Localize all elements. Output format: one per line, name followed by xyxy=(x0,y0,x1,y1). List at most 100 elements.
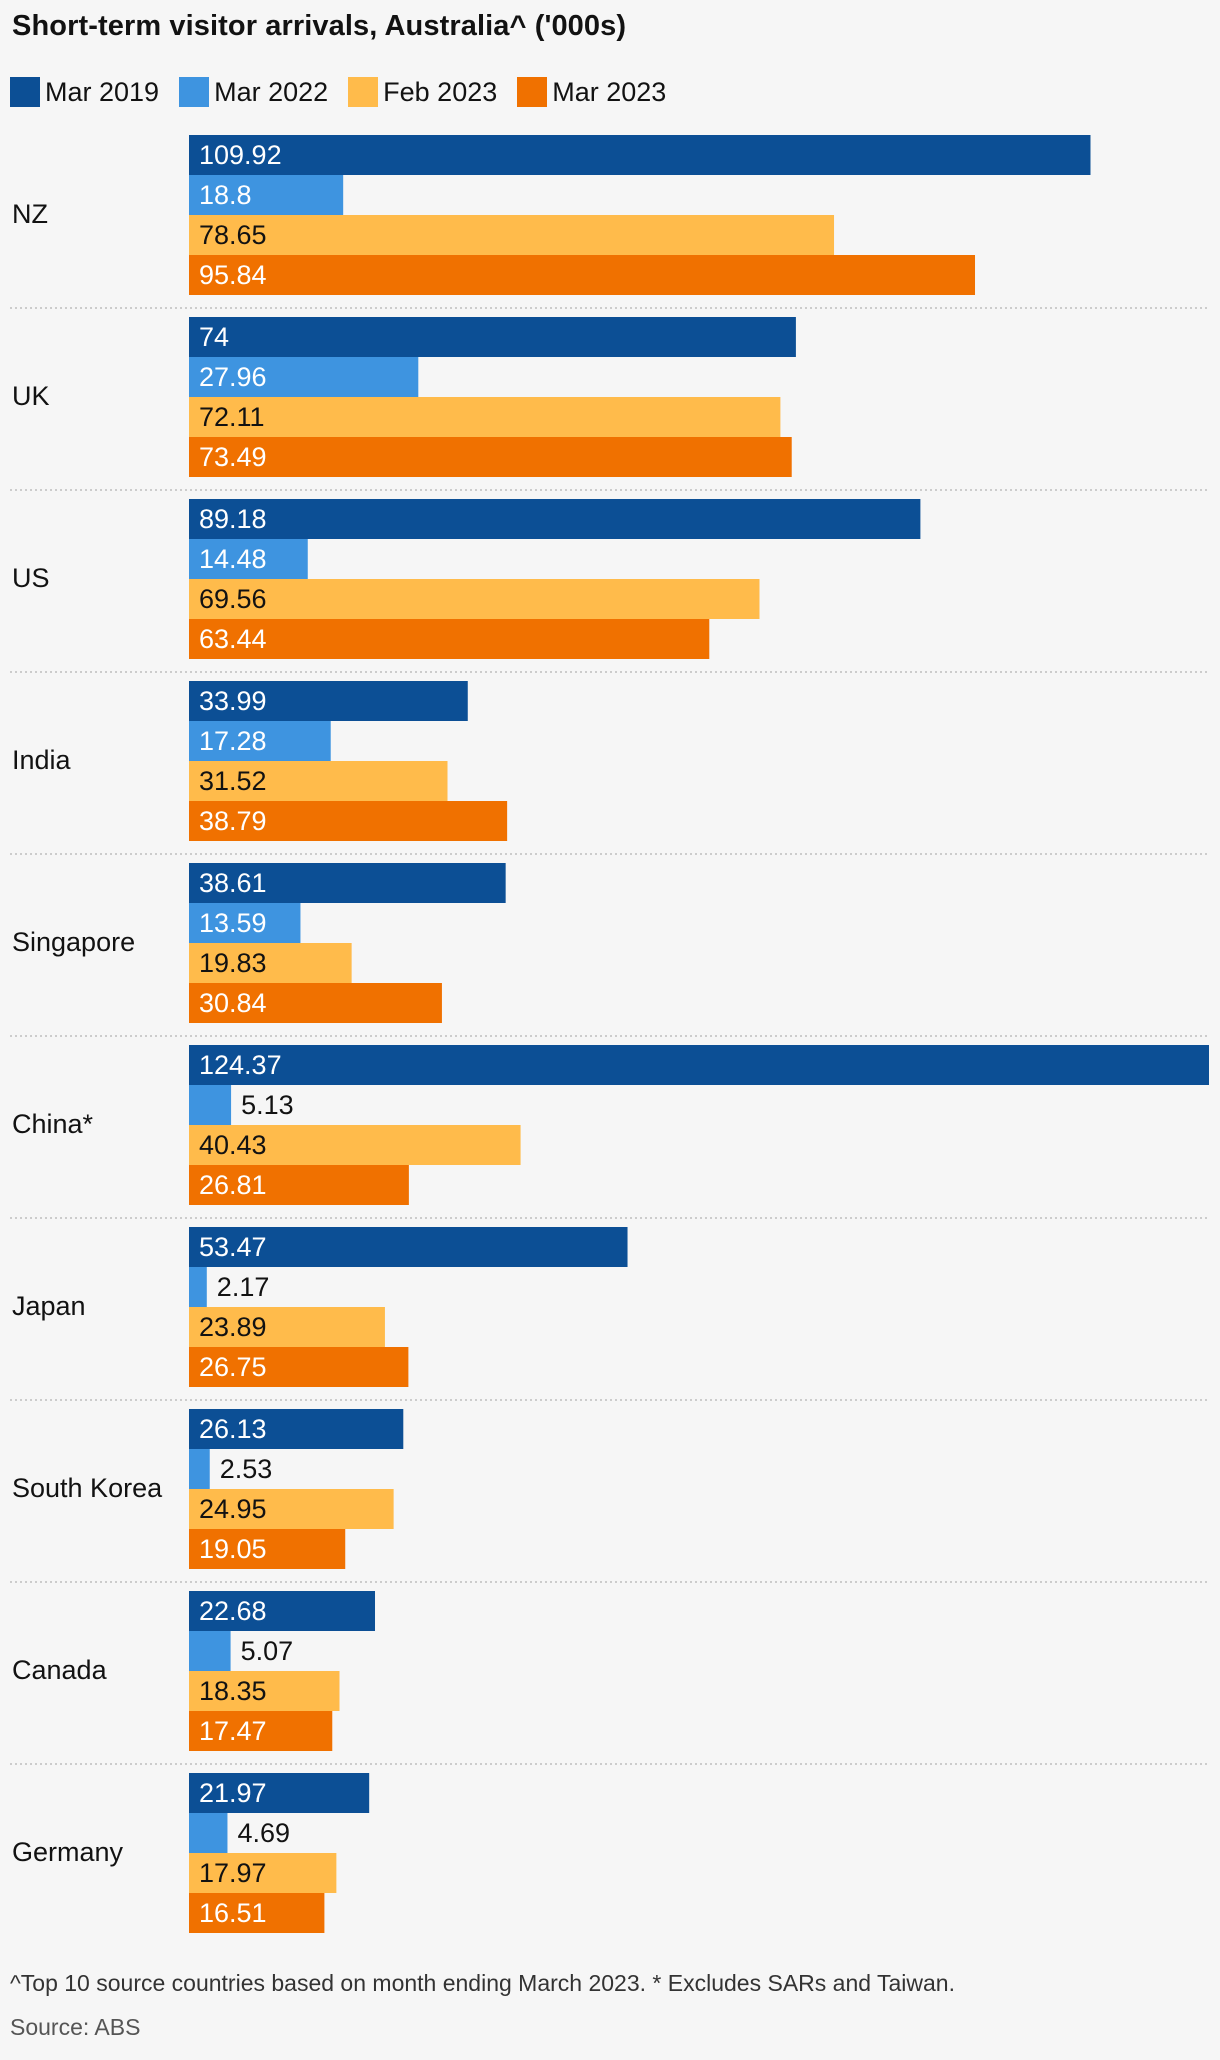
data-label: 17.28 xyxy=(199,726,267,756)
bar-nz-mar-2019 xyxy=(189,135,1091,175)
data-label: 40.43 xyxy=(199,1130,267,1160)
source-note: Source: ABS xyxy=(10,2014,141,2040)
data-label: 17.97 xyxy=(199,1858,267,1888)
bar-canada-feb-2023 xyxy=(189,1671,340,1711)
legend-item-mar-2022: Mar 2022 xyxy=(179,77,328,108)
bar-canada-mar-2023 xyxy=(189,1711,333,1751)
data-label: 30.84 xyxy=(199,988,267,1018)
category-label: India xyxy=(12,745,72,775)
bar-south-korea-mar-2022 xyxy=(189,1449,210,1489)
data-label: 14.48 xyxy=(199,544,267,574)
bar-china-mar-2022 xyxy=(189,1085,232,1125)
bar-nz-mar-2023 xyxy=(189,255,976,295)
group-japan: Japan 53.47 2.17 23.89 26.75 xyxy=(10,1227,1208,1401)
legend: Mar 2019 Mar 2022 Feb 2023 Mar 2023 xyxy=(10,76,686,108)
bar-canada-mar-2022 xyxy=(189,1631,231,1671)
data-label: 2.17 xyxy=(217,1272,270,1302)
data-label: 5.07 xyxy=(241,1636,294,1666)
legend-swatch xyxy=(179,77,210,107)
data-label: 4.69 xyxy=(237,1818,290,1848)
data-label: 18.8 xyxy=(199,180,252,210)
legend-label: Mar 2023 xyxy=(552,76,667,107)
data-label: 19.83 xyxy=(199,948,267,978)
bar-south-korea-mar-2019 xyxy=(189,1409,404,1449)
data-label: 5.13 xyxy=(241,1090,294,1120)
bar-uk-mar-2023 xyxy=(189,437,792,477)
legend-label: Mar 2019 xyxy=(45,76,160,107)
bar-uk-mar-2019 xyxy=(189,317,796,357)
data-label: 26.13 xyxy=(199,1414,267,1444)
category-label: US xyxy=(12,563,50,593)
chart-title: Short-term visitor arrivals, Australia^ … xyxy=(12,10,627,42)
bar-india-mar-2019 xyxy=(189,681,468,721)
group-south-korea: South Korea 26.13 2.53 24.95 19.05 xyxy=(10,1409,1208,1583)
data-label: 2.53 xyxy=(220,1454,273,1484)
bar-singapore-feb-2023 xyxy=(189,943,352,983)
group-us: US 89.18 14.48 69.56 63.44 xyxy=(10,499,1208,673)
category-label: Japan xyxy=(12,1291,86,1321)
data-label: 18.35 xyxy=(199,1676,267,1706)
legend-item-mar-2023: Mar 2023 xyxy=(517,77,666,108)
category-label: Singapore xyxy=(12,927,135,957)
bar-germany-feb-2023 xyxy=(189,1853,337,1893)
bar-china-mar-2019 xyxy=(189,1045,1209,1085)
data-label: 69.56 xyxy=(199,584,267,614)
bar-india-mar-2023 xyxy=(189,801,508,841)
bar-south-korea-mar-2023 xyxy=(189,1529,346,1569)
group-canada: Canada 22.68 5.07 18.35 17.47 xyxy=(10,1591,1208,1765)
data-label: 63.44 xyxy=(199,624,267,654)
data-label: 26.75 xyxy=(199,1352,267,1382)
bar-nz-mar-2022 xyxy=(189,175,344,215)
data-label: 23.89 xyxy=(199,1312,267,1342)
legend-item-feb-2023: Feb 2023 xyxy=(348,77,497,108)
data-label: 72.11 xyxy=(199,402,265,432)
bar-india-feb-2023 xyxy=(189,761,448,801)
data-label: 109.92 xyxy=(199,140,282,170)
group-uk: UK 74 27.96 72.11 73.49 xyxy=(10,317,1208,491)
bar-nz-feb-2023 xyxy=(189,215,835,255)
group-india: India 33.99 17.28 31.52 38.79 xyxy=(10,681,1208,855)
bar-india-mar-2022 xyxy=(189,721,331,761)
bar-south-korea-feb-2023 xyxy=(189,1489,394,1529)
category-label: South Korea xyxy=(12,1473,163,1503)
data-label: 31.52 xyxy=(199,766,267,796)
data-label: 26.81 xyxy=(199,1170,267,1200)
group-singapore: Singapore 38.61 13.59 19.83 30.84 xyxy=(10,863,1208,1037)
bar-japan-feb-2023 xyxy=(189,1307,385,1347)
category-label: China* xyxy=(12,1109,94,1139)
bar-us-mar-2019 xyxy=(189,499,921,539)
data-label: 22.68 xyxy=(199,1596,267,1626)
bar-singapore-mar-2022 xyxy=(189,903,301,943)
data-label: 24.95 xyxy=(199,1494,267,1524)
data-label: 38.61 xyxy=(199,868,267,898)
bar-canada-mar-2019 xyxy=(189,1591,376,1631)
category-label: NZ xyxy=(12,199,48,229)
data-label: 19.05 xyxy=(199,1534,267,1564)
bar-uk-mar-2022 xyxy=(189,357,419,397)
category-label: Germany xyxy=(12,1837,124,1867)
bar-germany-mar-2022 xyxy=(189,1813,228,1853)
legend-swatch xyxy=(348,77,379,107)
legend-label: Feb 2023 xyxy=(383,76,498,107)
data-label: 53.47 xyxy=(199,1232,267,1262)
footnote: ^Top 10 source countries based on month … xyxy=(10,1970,955,1996)
bar-china-feb-2023 xyxy=(189,1125,521,1165)
group-china: China* 124.37 5.13 40.43 26.81 xyxy=(10,1045,1209,1219)
bar-us-mar-2022 xyxy=(189,539,308,579)
legend-swatch xyxy=(517,77,548,107)
legend-item-mar-2019: Mar 2019 xyxy=(10,77,159,108)
bar-china-mar-2023 xyxy=(189,1165,409,1205)
bar-chart: NZ 109.92 18.8 78.65 95.84 UK 74 27.96 72.11 73.4… xyxy=(10,135,1209,1933)
data-label: 17.47 xyxy=(199,1716,267,1746)
bar-germany-mar-2023 xyxy=(189,1893,325,1933)
legend-label: Mar 2022 xyxy=(214,76,329,107)
data-label: 21.97 xyxy=(199,1778,267,1808)
data-label: 124.37 xyxy=(199,1050,282,1080)
bar-singapore-mar-2019 xyxy=(189,863,506,903)
bar-singapore-mar-2023 xyxy=(189,983,442,1023)
bar-us-mar-2023 xyxy=(189,619,710,659)
data-label: 13.59 xyxy=(199,908,267,938)
group-nz: NZ 109.92 18.8 78.65 95.84 xyxy=(10,135,1208,309)
data-label: 89.18 xyxy=(199,504,267,534)
data-label: 73.49 xyxy=(199,442,267,472)
